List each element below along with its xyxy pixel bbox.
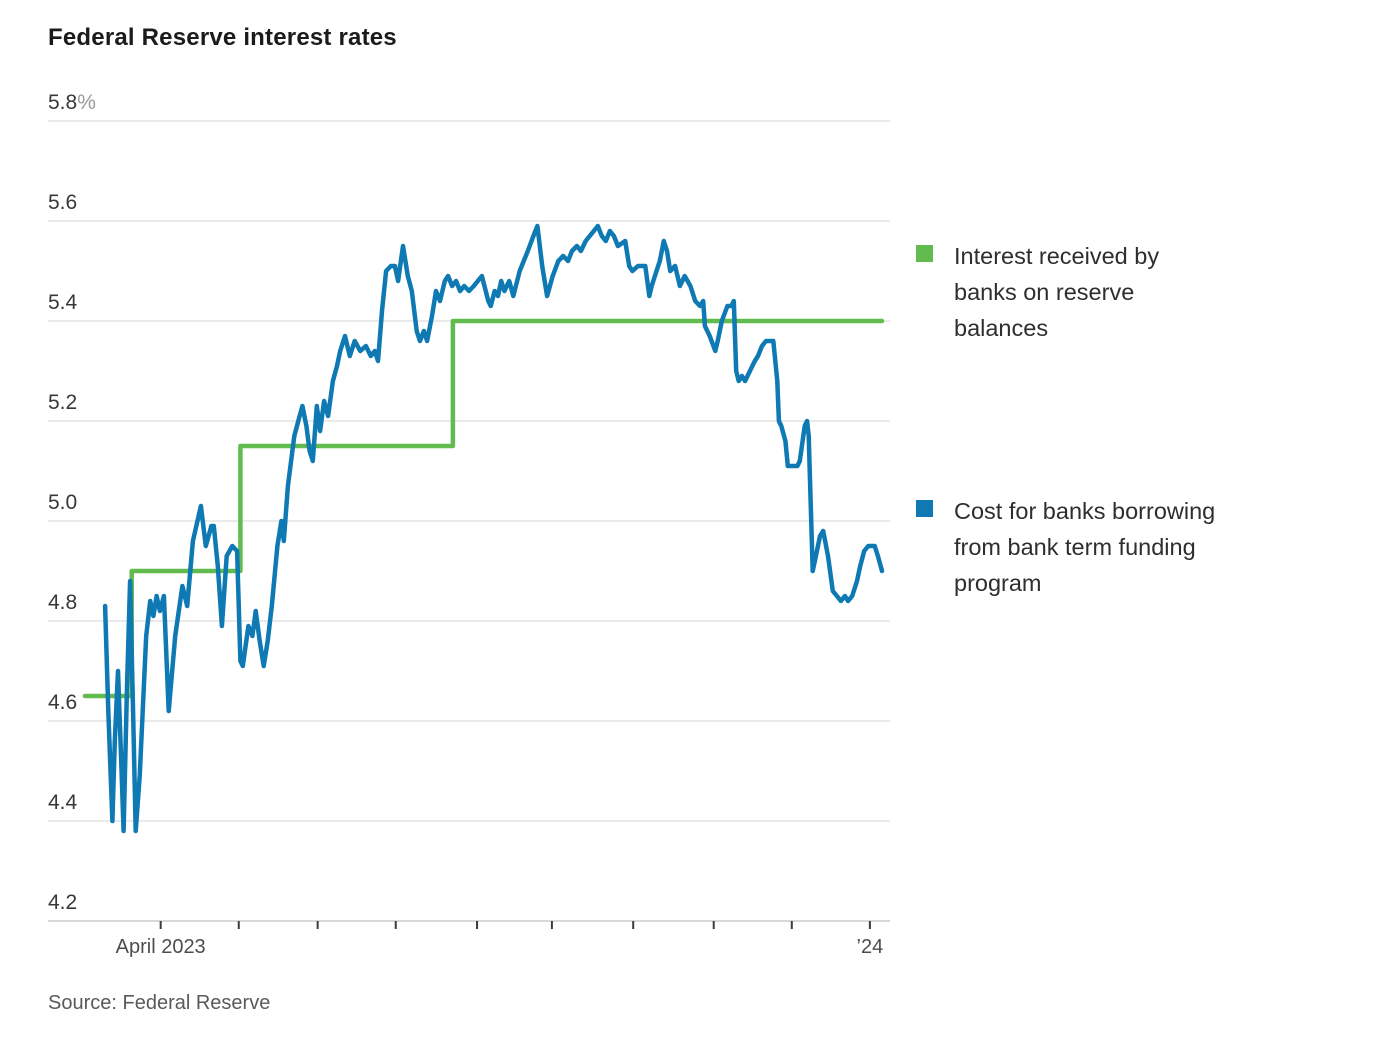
y-axis-label: 4.4 bbox=[48, 791, 78, 814]
y-axis-label: 4.8 bbox=[48, 591, 78, 614]
y-axis-label: 5.4 bbox=[48, 291, 78, 314]
y-axis-label: 5.6 bbox=[48, 191, 78, 214]
green-step-line-series bbox=[82, 318, 885, 699]
legend-item: Interest received by banks on reserve bala… bbox=[916, 238, 1316, 346]
legend-label: Cost for banks borrowing from bank term f… bbox=[954, 498, 1216, 596]
y-axis-label: 5.0 bbox=[48, 491, 78, 514]
y-axis-label: 5.8% bbox=[48, 91, 96, 114]
x-axis-label: April 2023 bbox=[115, 936, 206, 958]
legend-item: Cost for banks borrowing from bank term f… bbox=[916, 493, 1316, 601]
source-note: Source: Federal Reserve bbox=[48, 992, 271, 1014]
legend-swatch-icon bbox=[916, 245, 933, 262]
page-title: Federal Reserve interest rates bbox=[48, 24, 397, 51]
x-axis-label: ’24 bbox=[856, 936, 884, 958]
y-axis-label: 5.2 bbox=[48, 391, 78, 414]
blue-line-series bbox=[102, 223, 885, 834]
y-axis-label: 4.6 bbox=[48, 691, 78, 714]
y-axis-label: 4.2 bbox=[48, 891, 78, 914]
legend-label: Interest received by banks on reserve bala… bbox=[954, 243, 1160, 341]
legend-swatch-icon bbox=[916, 500, 933, 517]
